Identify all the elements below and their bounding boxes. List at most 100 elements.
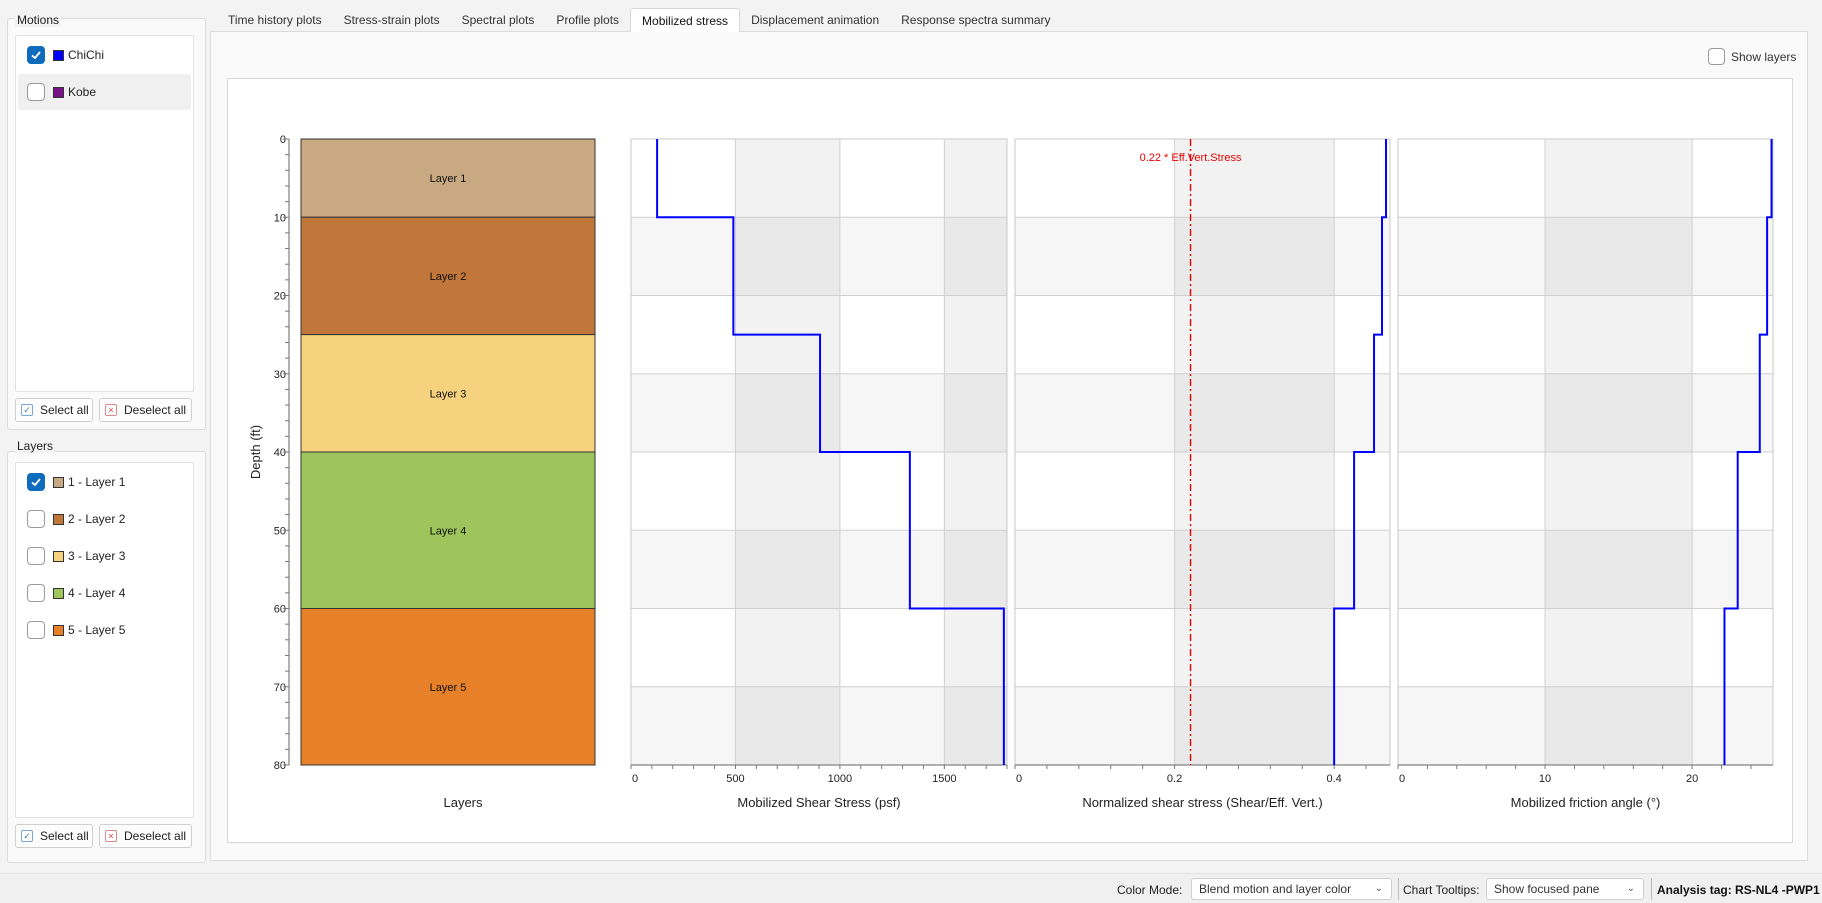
layer-block-label: Layer 1 [430, 173, 467, 185]
show-layers-checkbox[interactable] [1708, 48, 1725, 65]
layers-select-all-button[interactable]: ✓ Select all [15, 824, 93, 848]
chevron-down-icon: ⌄ [1626, 883, 1635, 894]
color-mode-select[interactable]: Blend motion and layer color ⌄ [1191, 878, 1392, 900]
motion-kobe-checkbox[interactable] [27, 83, 45, 101]
layer-block [300, 334, 596, 453]
layer-item-4[interactable]: 4 - Layer 4 [18, 575, 191, 611]
deselect-all-icon: × [105, 404, 117, 416]
depth-tick-label: 80 [274, 760, 286, 772]
chart-tooltips-select[interactable]: Show focused pane ⌄ [1486, 878, 1644, 900]
depth-tick-label: 50 [274, 525, 286, 537]
chart-tooltips-label: Chart Tooltips: [1403, 883, 1480, 897]
layer-1-swatch [53, 476, 64, 488]
layer-5-swatch [53, 624, 64, 636]
layers-axis-title: Layers [443, 795, 483, 810]
chevron-down-icon: ⌄ [1374, 883, 1383, 894]
layer-item-3[interactable]: 3 - Layer 3 [18, 538, 191, 574]
layers-list[interactable]: 1 - Layer 1 2 - Layer 2 3 - Layer 3 4 - … [15, 462, 194, 818]
status-bar: Color Mode: Blend motion and layer color… [0, 873, 1822, 903]
select-all-icon: ✓ [21, 404, 33, 416]
show-layers-toggle[interactable]: Show layers [1708, 48, 1796, 65]
plot-band [1398, 217, 1773, 295]
chart-tooltips-value: Show focused pane [1494, 882, 1600, 896]
select-all-icon: ✓ [21, 830, 33, 842]
plot-band [631, 374, 1007, 452]
x-tick-label: 500 [726, 773, 744, 785]
status-separator [1398, 878, 1399, 900]
layers-deselect-all-button[interactable]: × Deselect all [99, 824, 192, 848]
tab-response-spectra-summary[interactable]: Response spectra summary [901, 13, 1051, 27]
tab-time-history-plots[interactable]: Time history plots [228, 13, 322, 27]
motions-title: Motions [15, 13, 62, 27]
tab-mobilized-stress[interactable]: Mobilized stress [630, 8, 741, 32]
motion-item-kobe[interactable]: Kobe [18, 74, 191, 110]
layer-block-label: Layer 3 [430, 388, 467, 400]
layer-block [300, 608, 596, 766]
layer-5-checkbox[interactable] [27, 621, 45, 639]
x-tick-label: 10 [1539, 773, 1551, 785]
layer-3-swatch [53, 550, 64, 562]
x-tick-label: 1000 [828, 773, 852, 785]
plot-band [1398, 530, 1773, 608]
plot-band [1398, 374, 1773, 452]
plot-band [1398, 687, 1773, 765]
layer-3-label: 3 - Layer 3 [68, 549, 126, 563]
status-separator [1651, 878, 1652, 900]
check-icon [31, 51, 41, 60]
motion-chichi-checkbox[interactable] [27, 46, 45, 64]
series-line [1333, 139, 1388, 765]
x-axis-title: Mobilized Shear Stress (psf) [737, 795, 900, 810]
x-tick-label: 20 [1686, 773, 1698, 785]
reference-line-label: 0.22 * Eff.Vert.Stress [1140, 152, 1242, 164]
motions-list[interactable]: ChiChi Kobe [15, 35, 194, 392]
layer-2-label: 2 - Layer 2 [68, 512, 126, 526]
layers-select-all-label: Select all [40, 829, 89, 843]
motion-chichi-swatch [53, 49, 64, 61]
x-tick-label: 0.4 [1327, 773, 1342, 785]
series-line [656, 139, 1005, 765]
analysis-tag: Analysis tag: RS-NL4 -PWP1 [1657, 883, 1820, 897]
tab-profile-plots[interactable]: Profile plots [556, 13, 620, 27]
tab-strip: Time history plots Stress-strain plots S… [217, 8, 1062, 32]
layer-item-1[interactable]: 1 - Layer 1 [18, 464, 191, 500]
layer-4-checkbox[interactable] [27, 584, 45, 602]
layer-3-checkbox[interactable] [27, 547, 45, 565]
mobilized-stress-chart[interactable]: Depth (ft) 0 10 20 30 40 50 60 70 80 Layer 1 Layer … [228, 79, 1792, 842]
tab-spectral-plots[interactable]: Spectral plots [461, 13, 535, 27]
depth-tick-label: 70 [274, 682, 286, 694]
layer-block [300, 138, 596, 218]
x-tick-label: 0.2 [1167, 773, 1182, 785]
motions-select-all-button[interactable]: ✓ Select all [15, 398, 93, 422]
motions-deselect-all-button[interactable]: × Deselect all [99, 398, 192, 422]
depth-tick-label: 20 [274, 291, 286, 303]
layer-2-checkbox[interactable] [27, 510, 45, 528]
layer-2-swatch [53, 513, 64, 525]
depth-tick-label: 0 [280, 134, 286, 146]
x-tick-label: 1500 [932, 773, 956, 785]
layer-item-5[interactable]: 5 - Layer 5 [18, 612, 191, 648]
layer-block-label: Layer 2 [430, 271, 467, 283]
depth-tick-label: 10 [274, 212, 286, 224]
deselect-all-icon: × [105, 830, 117, 842]
x-tick-label: 0 [1399, 773, 1405, 785]
depth-axis-label: Depth (ft) [248, 425, 263, 479]
layer-block [300, 451, 596, 609]
x-tick-label: 0 [632, 773, 638, 785]
x-axis-title: Normalized shear stress (Shear/Eff. Vert… [1082, 795, 1322, 810]
depth-tick-label: 40 [274, 447, 286, 459]
x-axis-title: Mobilized friction angle (°) [1511, 795, 1661, 810]
motion-item-chichi[interactable]: ChiChi [18, 37, 191, 73]
layer-5-label: 5 - Layer 5 [68, 623, 126, 637]
layer-1-checkbox[interactable] [27, 473, 45, 491]
layer-item-2[interactable]: 2 - Layer 2 [18, 501, 191, 537]
layers-title: Layers [15, 439, 56, 453]
series-line [1723, 139, 1773, 765]
color-mode-label: Color Mode: [1117, 883, 1183, 897]
show-layers-label: Show layers [1731, 49, 1797, 64]
check-icon [31, 478, 41, 487]
tab-stress-strain-plots[interactable]: Stress-strain plots [343, 13, 440, 27]
layer-4-label: 4 - Layer 4 [68, 586, 126, 600]
tab-displacement-animation[interactable]: Displacement animation [751, 13, 880, 27]
plot-band [631, 530, 1007, 608]
layer-4-swatch [53, 587, 64, 599]
